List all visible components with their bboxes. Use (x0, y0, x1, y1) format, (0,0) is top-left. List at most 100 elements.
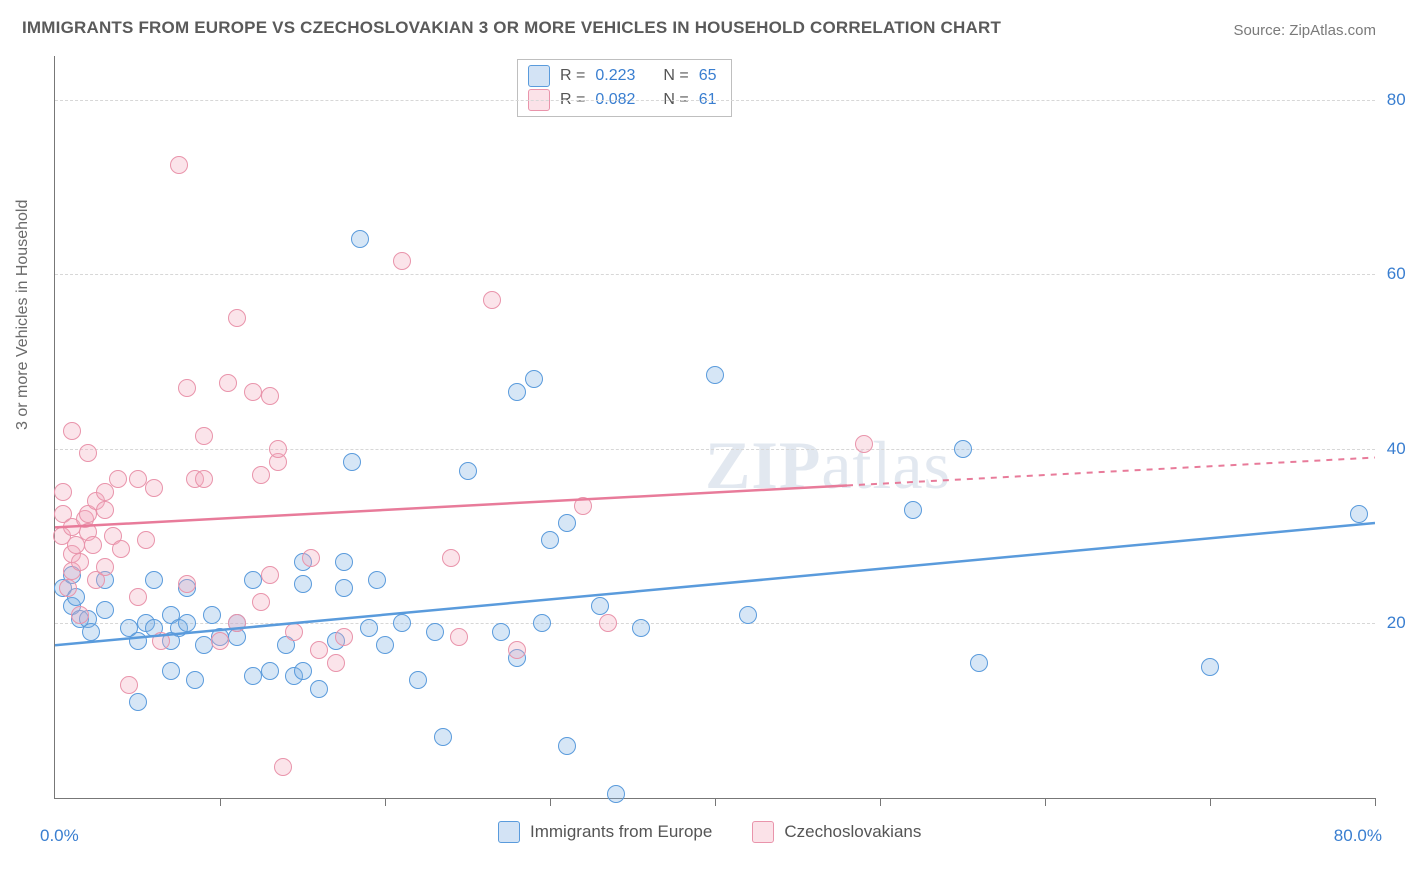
data-point (954, 440, 972, 458)
data-point (203, 606, 221, 624)
data-point (244, 383, 262, 401)
n-label: N = (663, 64, 688, 88)
data-point (591, 597, 609, 615)
x-tick (715, 798, 716, 806)
data-point (178, 575, 196, 593)
data-point (450, 628, 468, 646)
series-legend: Immigrants from Europe Czechoslovakians (498, 821, 921, 843)
gridline (55, 449, 1375, 450)
x-max-label: 80.0% (1334, 826, 1382, 846)
swatch-blue-icon (498, 821, 520, 843)
data-point (351, 230, 369, 248)
data-point (970, 654, 988, 672)
r-value-blue: 0.223 (595, 64, 635, 88)
data-point (904, 501, 922, 519)
x-tick (1045, 798, 1046, 806)
data-point (112, 540, 130, 558)
gridline (55, 100, 1375, 101)
gridline (55, 274, 1375, 275)
data-point (109, 470, 127, 488)
data-point (409, 671, 427, 689)
x-tick (880, 798, 881, 806)
data-point (145, 571, 163, 589)
correlation-legend: R = 0.223 N = 65 R = 0.082 N = 61 (517, 59, 732, 117)
n-value-blue: 65 (699, 64, 717, 88)
y-tick-label: 20.0% (1379, 613, 1406, 633)
data-point (219, 374, 237, 392)
data-point (368, 571, 386, 589)
data-point (274, 758, 292, 776)
trend-lines (55, 56, 1375, 798)
data-point (96, 501, 114, 519)
y-tick-label: 80.0% (1379, 90, 1406, 110)
gridline (55, 623, 1375, 624)
data-point (96, 558, 114, 576)
data-point (310, 641, 328, 659)
x-tick (1210, 798, 1211, 806)
data-point (145, 479, 163, 497)
y-tick-label: 40.0% (1379, 439, 1406, 459)
data-point (335, 628, 353, 646)
data-point (129, 470, 147, 488)
data-point (71, 553, 89, 571)
scatter-plot-area: R = 0.223 N = 65 R = 0.082 N = 61 ZIPatl… (54, 56, 1375, 799)
data-point (558, 514, 576, 532)
data-point (525, 370, 543, 388)
watermark: ZIPatlas (705, 426, 951, 505)
data-point (376, 636, 394, 654)
data-point (1350, 505, 1368, 523)
data-point (71, 606, 89, 624)
data-point (84, 536, 102, 554)
data-point (492, 623, 510, 641)
data-point (483, 291, 501, 309)
data-point (508, 641, 526, 659)
data-point (137, 531, 155, 549)
data-point (79, 444, 97, 462)
legend-row-blue: R = 0.223 N = 65 (528, 64, 717, 88)
legend-label-pink: Czechoslovakians (784, 822, 921, 842)
data-point (459, 462, 477, 480)
data-point (252, 593, 270, 611)
data-point (228, 614, 246, 632)
data-point (162, 662, 180, 680)
data-point (129, 693, 147, 711)
data-point (59, 579, 77, 597)
x-min-label: 0.0% (40, 826, 79, 846)
data-point (574, 497, 592, 515)
data-point (533, 614, 551, 632)
data-point (63, 422, 81, 440)
data-point (228, 309, 246, 327)
data-point (302, 549, 320, 567)
data-point (54, 483, 72, 501)
data-point (170, 156, 188, 174)
data-point (152, 632, 170, 650)
data-point (244, 667, 262, 685)
data-point (195, 470, 213, 488)
y-axis-label: 3 or more Vehicles in Household (14, 200, 32, 430)
data-point (82, 623, 100, 641)
data-point (178, 379, 196, 397)
x-tick (220, 798, 221, 806)
data-point (632, 619, 650, 637)
data-point (360, 619, 378, 637)
data-point (129, 632, 147, 650)
data-point (129, 588, 147, 606)
data-point (261, 662, 279, 680)
data-point (1201, 658, 1219, 676)
data-point (252, 466, 270, 484)
x-tick (1375, 798, 1376, 806)
data-point (442, 549, 460, 567)
data-point (294, 662, 312, 680)
data-point (195, 427, 213, 445)
chart-title: IMMIGRANTS FROM EUROPE VS CZECHOSLOVAKIA… (22, 18, 1001, 38)
data-point (599, 614, 617, 632)
data-point (310, 680, 328, 698)
data-point (541, 531, 559, 549)
data-point (96, 601, 114, 619)
data-point (508, 383, 526, 401)
swatch-pink-icon (752, 821, 774, 843)
data-point (335, 579, 353, 597)
data-point (211, 632, 229, 650)
source-attribution: Source: ZipAtlas.com (1233, 22, 1376, 39)
data-point (558, 737, 576, 755)
